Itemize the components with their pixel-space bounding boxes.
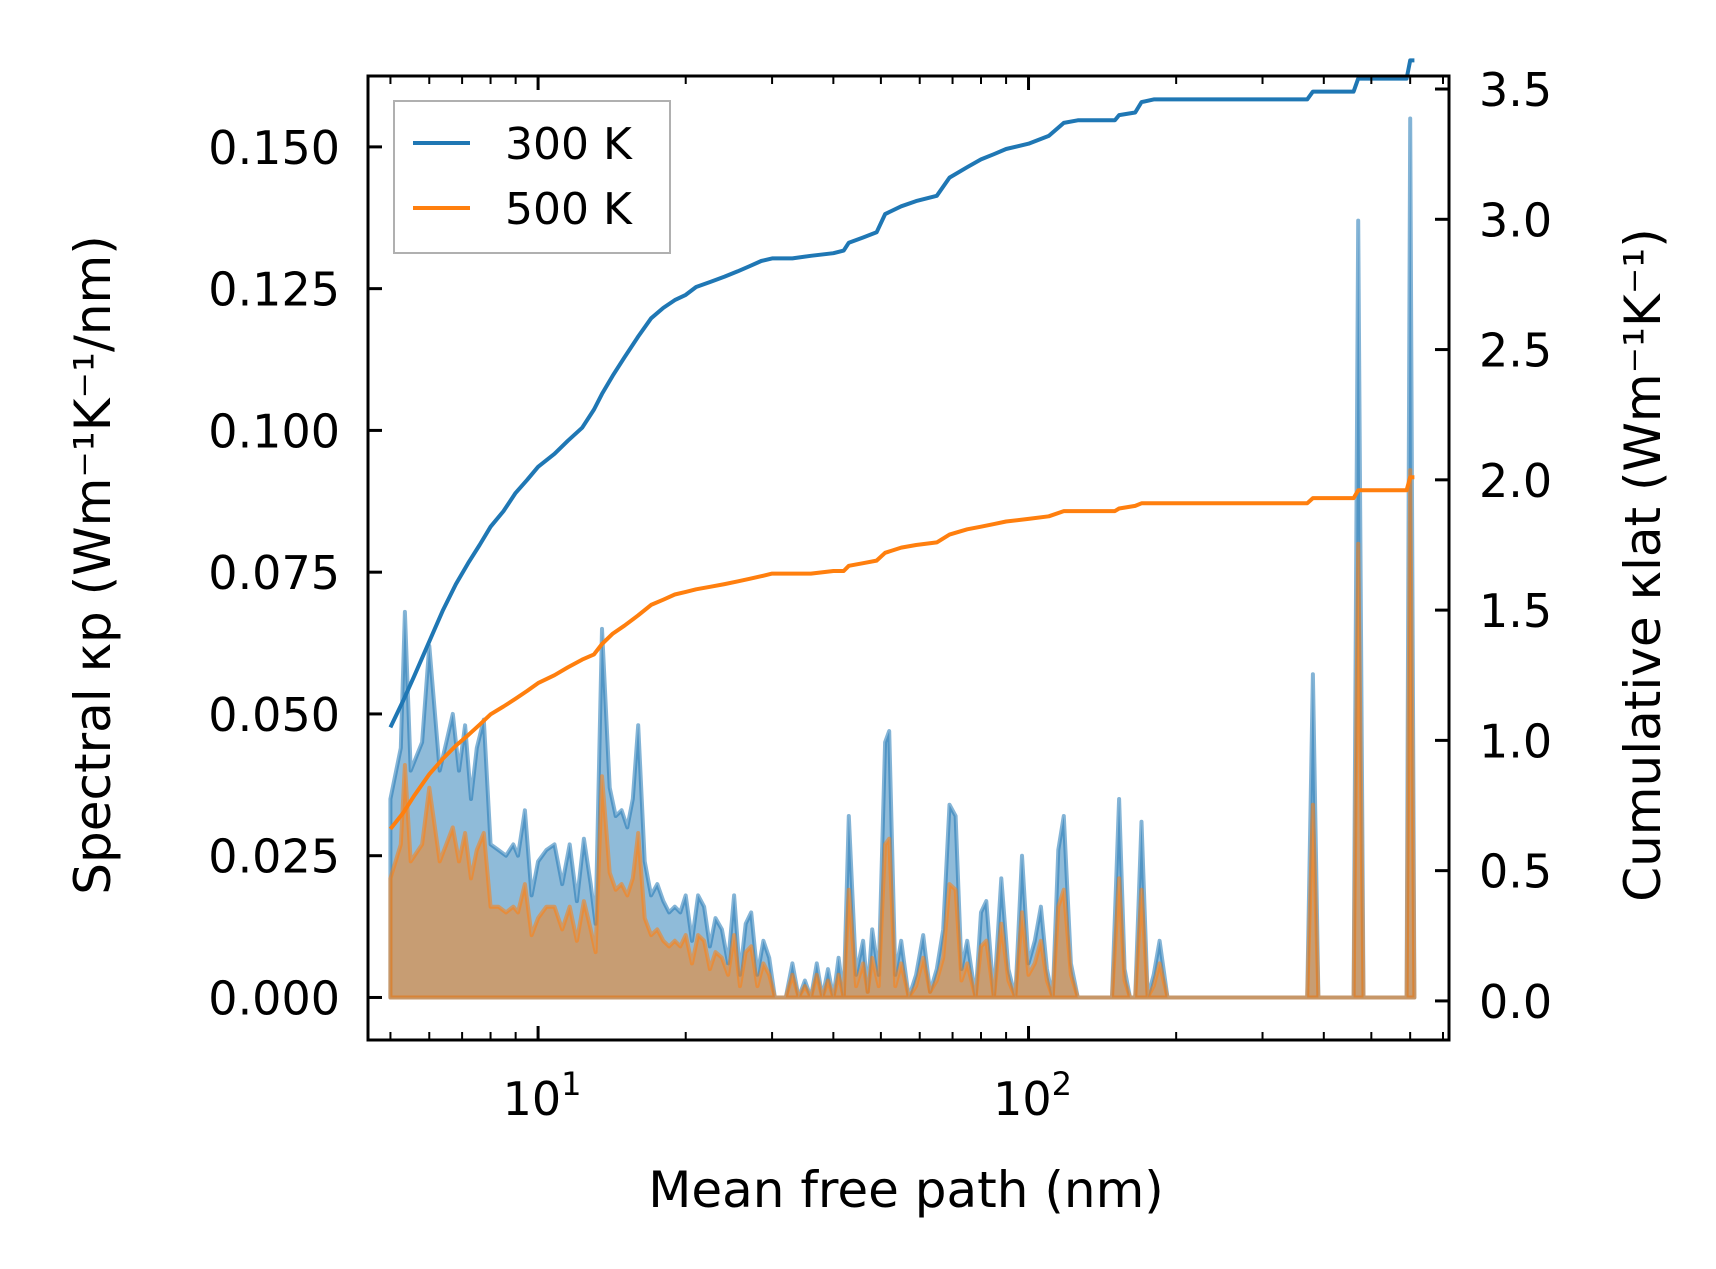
y-left-tick-label: 0.150 [208, 121, 340, 175]
spectral-area-500k [388, 468, 1417, 1000]
cumulative-line-300k [388, 58, 1415, 729]
y-left-tick-label: 0.000 [208, 971, 340, 1025]
y-right-tick-label: 1.5 [1479, 584, 1552, 638]
y-right-tick-label: 2.0 [1479, 454, 1552, 508]
y-right-tick-label: 3.5 [1479, 63, 1552, 117]
legend-box [393, 100, 671, 254]
x-tick-label: 102 [993, 1065, 1072, 1126]
y-right-tick-label: 2.5 [1479, 324, 1552, 378]
y-right-tick-label: 0.5 [1479, 845, 1552, 899]
y-left-tick-label: 0.075 [208, 546, 340, 600]
cumulative-lines [388, 58, 1415, 831]
axis-ticks: 0.000 0.025 0.050 0.075 0.100 0.125 0.150 0.0 0.… [208, 63, 1552, 1126]
legend-label-500k: 500 K [505, 184, 633, 235]
y-left-tick-label: 0.050 [208, 688, 340, 742]
legend-label-300k: 300 K [505, 119, 633, 170]
plot-frame [366, 74, 1451, 1042]
y-right-tick-label: 3.0 [1479, 193, 1552, 247]
y-axis-right-label: Cumulative κlat (Wm⁻¹K⁻¹) [1614, 228, 1672, 902]
cumulative-line-500k [388, 475, 1415, 831]
y-left-tick-label: 0.125 [208, 263, 340, 317]
spectral-fills [388, 116, 1417, 1000]
y-axis-left-label: Spectral κp (Wm⁻¹K⁻¹/nm) [64, 235, 122, 894]
x-tick-label: 101 [503, 1065, 582, 1126]
y-right-tick-label: 1.0 [1479, 714, 1552, 768]
y-left-tick-label: 0.025 [208, 830, 340, 884]
y-left-tick-label: 0.100 [208, 404, 340, 458]
legend: 300 K 500 K [393, 100, 671, 254]
y-right-tick-label: 0.0 [1479, 975, 1552, 1029]
x-axis-label: Mean free path (nm) [648, 1161, 1164, 1219]
